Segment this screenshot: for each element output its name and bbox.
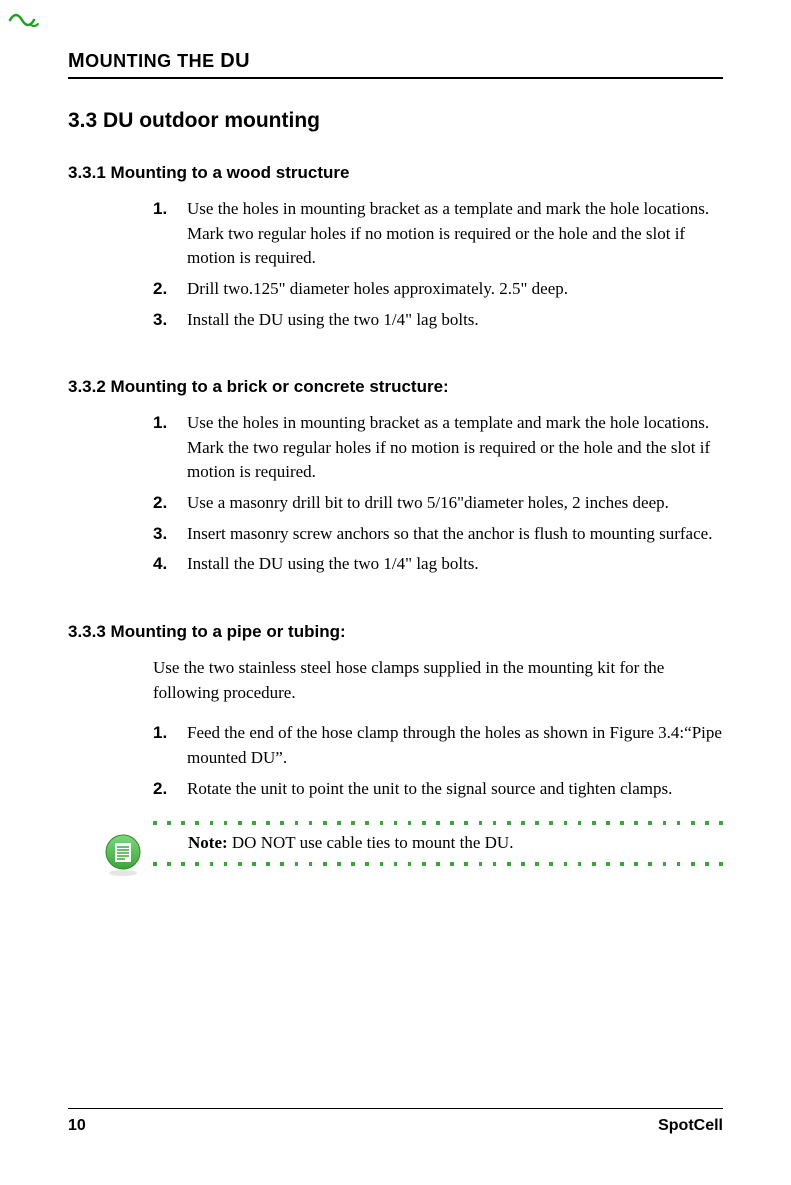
subsection-2-heading: 3.3.2 Mounting to a brick or concrete st… (68, 377, 723, 397)
list-item: 3.Insert masonry screw anchors so that t… (153, 522, 723, 547)
list-item: 2.Drill two.125" diameter holes approxim… (153, 277, 723, 302)
ordered-list: 1.Use the holes in mounting bracket as a… (153, 411, 723, 577)
list-number: 3. (153, 308, 187, 333)
list-item: 3.Install the DU using the two 1/4" lag … (153, 308, 723, 333)
list-number: 2. (153, 277, 187, 302)
list-text: Drill two.125" diameter holes approximat… (187, 277, 723, 302)
list-number: 1. (153, 197, 187, 271)
footer-brand: SpotCell (658, 1117, 723, 1135)
ordered-list: 1.Use the holes in mounting bracket as a… (153, 197, 723, 332)
list-number: 1. (153, 721, 187, 770)
list-number: 1. (153, 411, 187, 485)
logo-decoration (8, 8, 48, 35)
note-body: DO NOT use cable ties to mount the DU. (228, 833, 514, 852)
list-item: 1.Feed the end of the hose clamp through… (153, 721, 723, 770)
list-item: 1.Use the holes in mounting bracket as a… (153, 197, 723, 271)
list-item: 4.Install the DU using the two 1/4" lag … (153, 552, 723, 577)
list-text: Install the DU using the two 1/4" lag bo… (187, 552, 723, 577)
list-number: 4. (153, 552, 187, 577)
list-number: 2. (153, 777, 187, 802)
note-divider-bottom (153, 862, 723, 866)
list-text: Use a masonry drill bit to drill two 5/1… (187, 491, 723, 516)
list-number: 3. (153, 522, 187, 547)
page-footer: 10 SpotCell (68, 1108, 723, 1135)
note-block: Note: DO NOT use cable ties to mount the… (103, 821, 723, 866)
page-number: 10 (68, 1117, 86, 1135)
note-text: Note: DO NOT use cable ties to mount the… (153, 831, 723, 856)
list-item: 2.Use a masonry drill bit to drill two 5… (153, 491, 723, 516)
subsection-3-heading: 3.3.3 Mounting to a pipe or tubing: (68, 622, 723, 642)
subsection-1-heading: 3.3.1 Mounting to a wood structure (68, 163, 723, 183)
subsection-3-body: Use the two stainless steel hose clamps … (68, 656, 723, 801)
list-text: Feed the end of the hose clamp through t… (187, 721, 723, 770)
list-text: Insert masonry screw anchors so that the… (187, 522, 723, 547)
note-label: Note: (188, 833, 228, 852)
list-text: Install the DU using the two 1/4" lag bo… (187, 308, 723, 333)
subsection-1-body: 1.Use the holes in mounting bracket as a… (68, 197, 723, 332)
section-heading: 3.3 DU outdoor mounting (68, 109, 723, 133)
running-header: MOUNTING THE DU (68, 50, 723, 79)
list-text: Use the holes in mounting bracket as a t… (187, 411, 723, 485)
note-icon (103, 833, 143, 882)
note-divider-top (153, 821, 723, 825)
list-item: 2.Rotate the unit to point the unit to t… (153, 777, 723, 802)
subsection-2-body: 1.Use the holes in mounting bracket as a… (68, 411, 723, 577)
list-number: 2. (153, 491, 187, 516)
intro-text: Use the two stainless steel hose clamps … (153, 656, 723, 705)
running-header-text: M (68, 50, 85, 72)
list-text: Use the holes in mounting bracket as a t… (187, 197, 723, 271)
ordered-list: 1.Feed the end of the hose clamp through… (153, 721, 723, 801)
list-text: Rotate the unit to point the unit to the… (187, 777, 723, 802)
list-item: 1.Use the holes in mounting bracket as a… (153, 411, 723, 485)
